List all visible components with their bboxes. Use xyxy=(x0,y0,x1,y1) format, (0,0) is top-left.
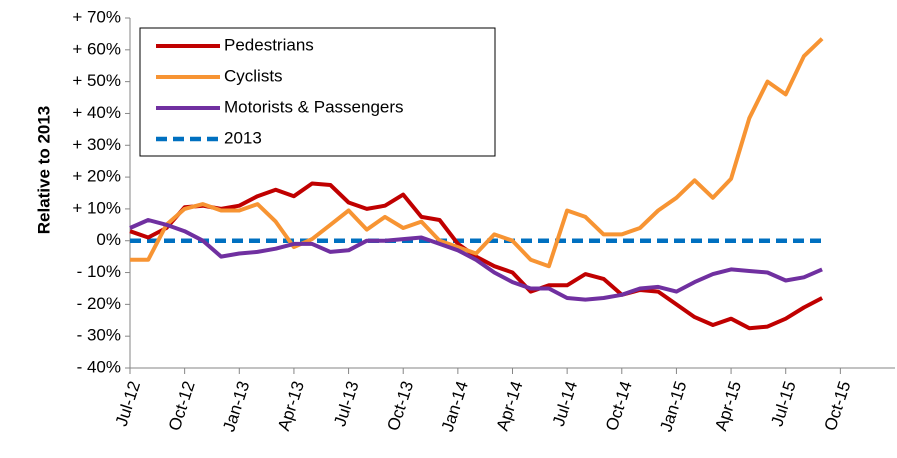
x-tick-label: Jan-13 xyxy=(219,379,253,434)
y-tick-label: + 40% xyxy=(72,103,121,122)
x-tick-label: Jul-13 xyxy=(330,379,362,429)
series-line xyxy=(129,181,824,331)
x-tick-label: Oct-13 xyxy=(383,379,417,433)
legend-label: Cyclists xyxy=(224,66,283,85)
x-tick-label: Jul-12 xyxy=(112,379,144,429)
x-tick-label: Jan-15 xyxy=(656,379,690,434)
x-tick-label: Jul-14 xyxy=(549,379,581,429)
y-tick-label: - 20% xyxy=(77,294,121,313)
x-tick-label: Jul-15 xyxy=(767,379,799,429)
y-axis-label: Relative to 2013 xyxy=(34,106,53,235)
y-tick-label: - 30% xyxy=(77,326,121,345)
y-tick-label: + 10% xyxy=(72,198,121,217)
y-tick-label: + 30% xyxy=(72,135,121,154)
x-tick-label: Oct-12 xyxy=(165,379,199,433)
x-tick-label: Apr-14 xyxy=(493,379,527,433)
series-line xyxy=(130,37,824,269)
x-tick-label: Apr-15 xyxy=(711,379,745,433)
y-tick-label: 0% xyxy=(96,230,121,249)
y-tick-label: - 40% xyxy=(77,357,121,376)
x-tick-label: Apr-13 xyxy=(274,379,308,433)
y-tick-label: + 70% xyxy=(72,7,121,26)
x-tick-label: Oct-14 xyxy=(602,379,636,433)
legend-box xyxy=(139,27,496,157)
y-tick-label: + 50% xyxy=(72,71,121,90)
x-tick-label: Jan-14 xyxy=(438,379,472,434)
x-tick-label: Oct-15 xyxy=(821,379,855,433)
y-tick-label: + 20% xyxy=(72,167,121,186)
legend-label: Motorists & Passengers xyxy=(224,97,404,116)
y-tick-label: + 60% xyxy=(72,39,121,58)
series-line xyxy=(129,218,823,302)
legend-label: Pedestrians xyxy=(224,35,314,54)
y-tick-label: - 10% xyxy=(77,262,121,281)
legend-label: 2013 xyxy=(224,128,262,147)
